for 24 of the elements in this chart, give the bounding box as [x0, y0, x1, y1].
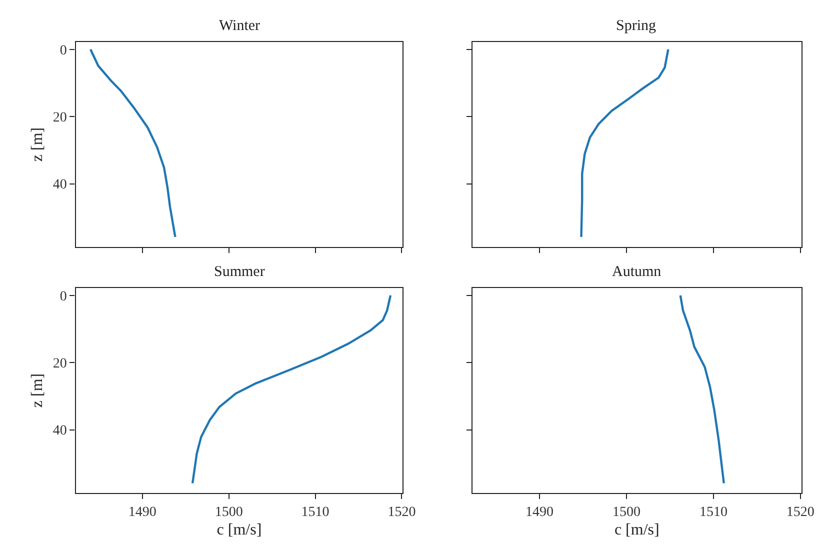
y-axis-title: z [m]	[28, 373, 46, 408]
x-axis-title: c [m/s]	[216, 522, 262, 539]
x-tick-label: 1510	[301, 504, 330, 520]
y-tick-label: 20	[52, 110, 67, 126]
chart-title: Winter	[219, 18, 260, 34]
x-tick-label: 1500	[214, 504, 243, 520]
chart-title: Autumn	[612, 264, 662, 280]
y-tick-label: 40	[52, 424, 67, 439]
line-series	[89, 48, 176, 238]
x-tick-label: 1490	[128, 504, 156, 520]
y-axis-title: z [m]	[28, 127, 46, 162]
y-tick-label: 40	[52, 178, 67, 193]
y-tick-label: 0	[60, 289, 67, 304]
x-tick-label: 1520	[786, 504, 814, 520]
x-tick-label: 1500	[612, 504, 640, 520]
chart-title: Spring	[616, 18, 657, 34]
chart-title: Summer	[214, 264, 265, 280]
line-series	[191, 294, 392, 484]
x-tick-label: 1490	[525, 504, 554, 520]
x-tick-label: 1510	[699, 504, 728, 520]
y-tick-label: 0	[60, 43, 67, 58]
y-tick-label: 20	[52, 356, 67, 372]
x-tick-label: 1520	[388, 504, 416, 520]
x-axis-title: c [m/s]	[614, 522, 660, 539]
